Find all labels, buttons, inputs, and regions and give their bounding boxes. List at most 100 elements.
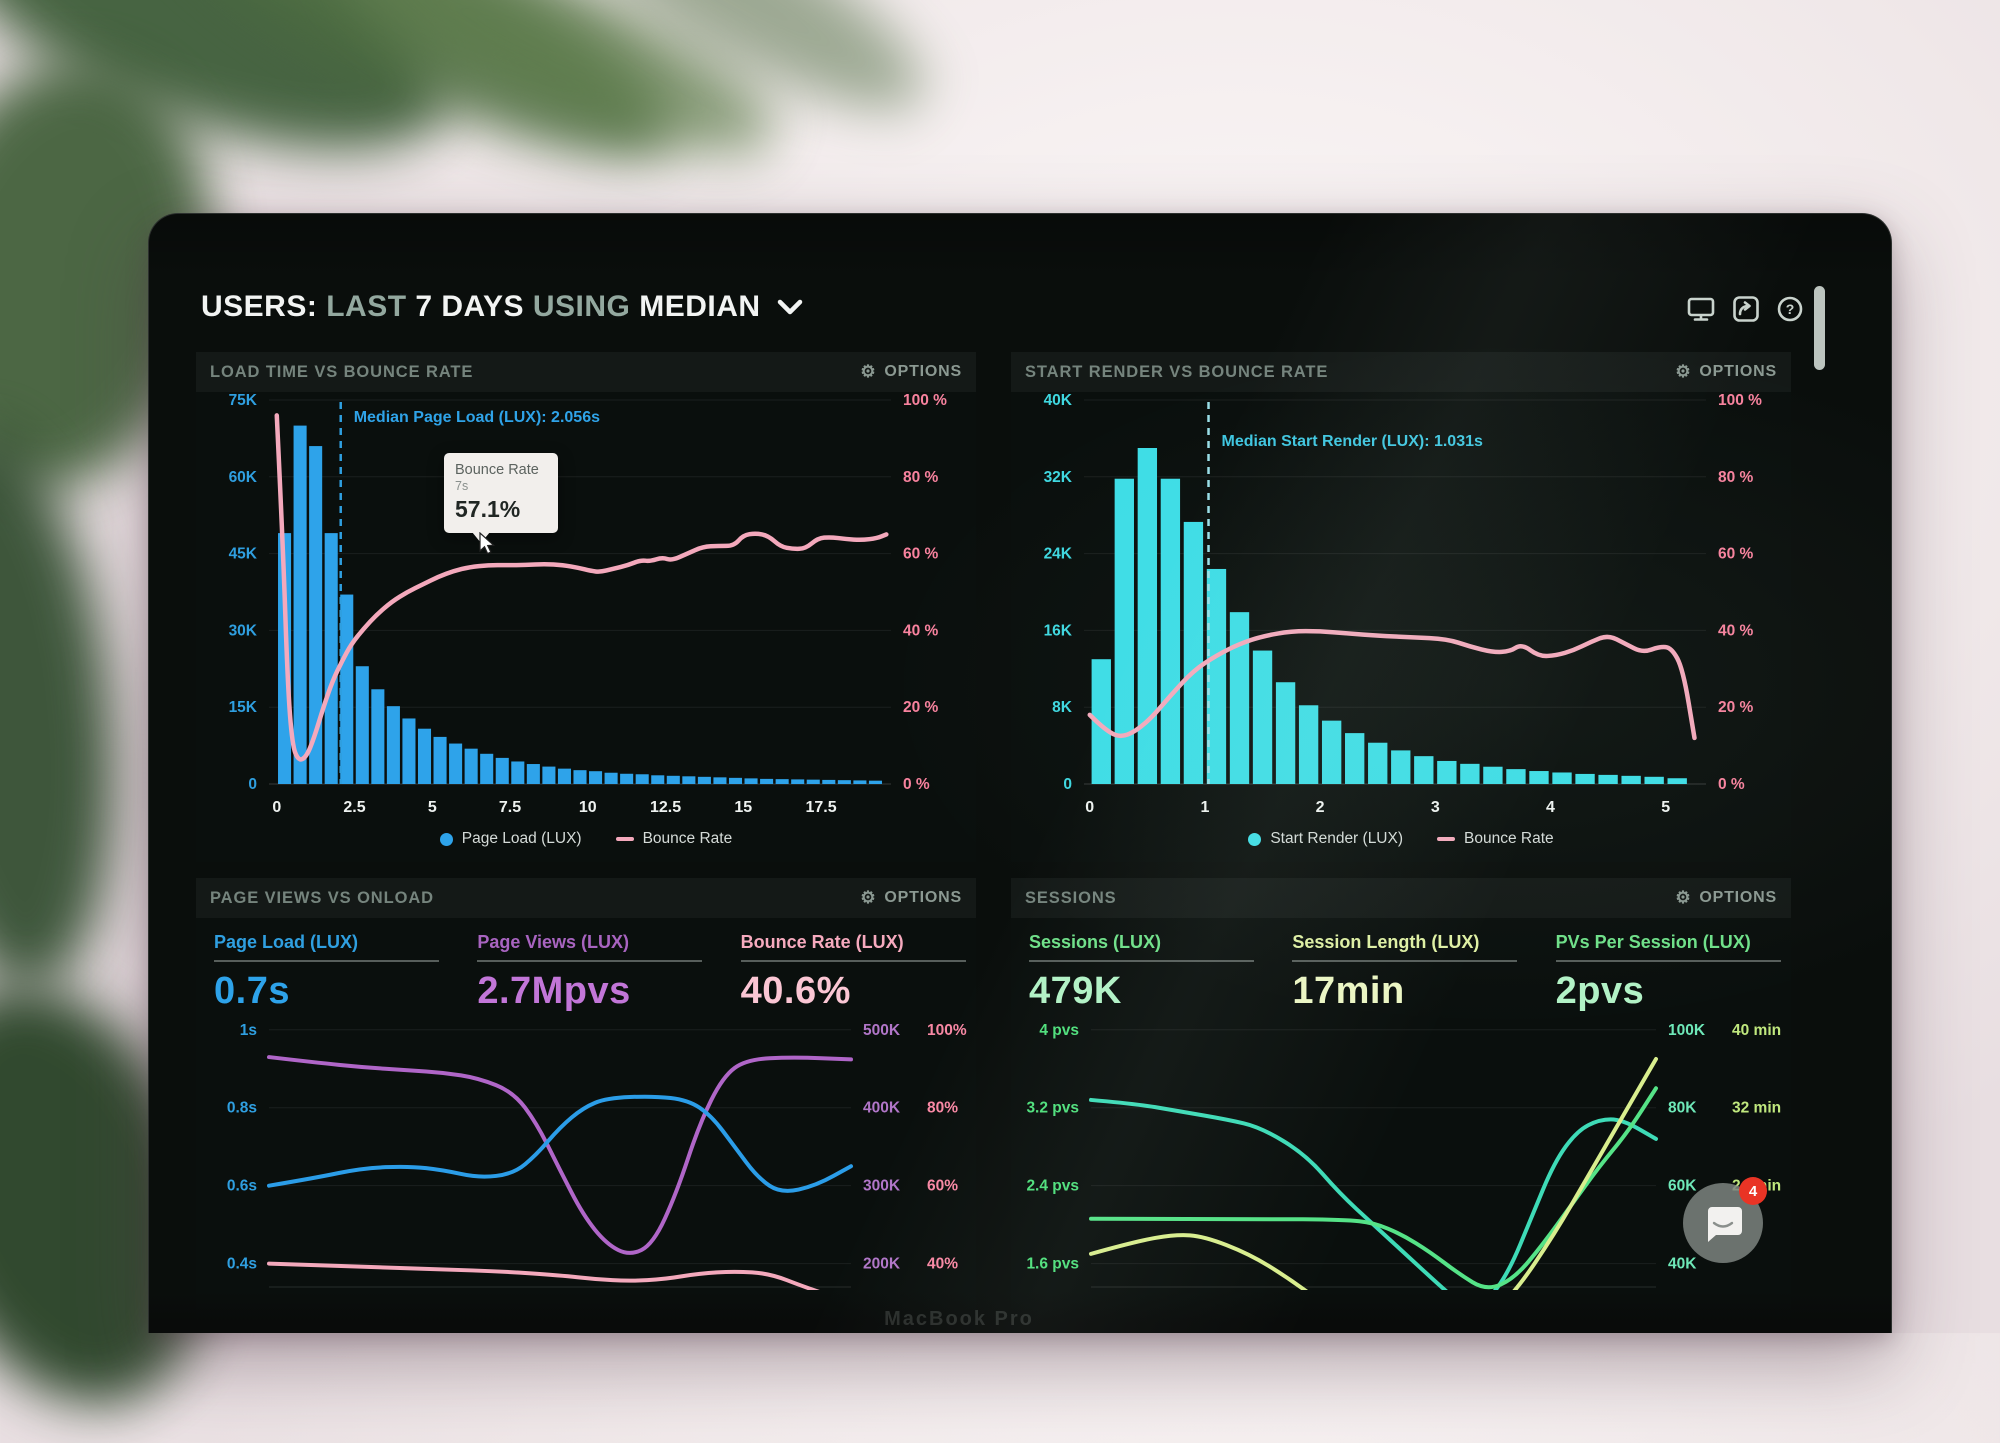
svg-text:0.6s: 0.6s xyxy=(227,1178,257,1195)
svg-text:75K: 75K xyxy=(229,392,258,409)
svg-text:24K: 24K xyxy=(1044,546,1073,563)
svg-text:400K: 400K xyxy=(863,1100,901,1117)
legend-dash xyxy=(615,837,634,841)
svg-text:40 %: 40 % xyxy=(903,622,939,639)
svg-text:300K: 300K xyxy=(863,1178,901,1195)
svg-text:60K: 60K xyxy=(1668,1178,1697,1195)
laptop-screen: USERS: LAST 7 DAYS USING MEDIAN ? xyxy=(148,213,1892,1333)
svg-text:100 %: 100 % xyxy=(903,392,947,409)
svg-text:0.8s: 0.8s xyxy=(227,1100,257,1117)
svg-text:12.5: 12.5 xyxy=(650,799,681,816)
svg-text:30K: 30K xyxy=(229,622,258,639)
metric-page-load: Page Load (LUX) 0.7s xyxy=(214,932,449,1018)
plant-leaf xyxy=(0,420,139,1000)
panel-title: START RENDER VS BOUNCE RATE xyxy=(1025,362,1329,381)
gear-icon: ⚙ xyxy=(1675,362,1692,381)
legend-dot xyxy=(1248,832,1262,846)
screen-bottom-edge xyxy=(149,1291,1891,1333)
svg-text:100%: 100% xyxy=(927,1022,967,1039)
svg-text:10: 10 xyxy=(579,799,597,816)
svg-text:60 %: 60 % xyxy=(903,546,939,563)
display-icon[interactable] xyxy=(1687,296,1715,322)
metric-pvs-per-session: PVs Per Session (LUX) 2pvs xyxy=(1555,932,1791,1018)
help-icon[interactable]: ? xyxy=(1777,296,1803,322)
svg-text:Median Page Load (LUX): 2.056s: Median Page Load (LUX): 2.056s xyxy=(354,409,600,426)
svg-text:17.5: 17.5 xyxy=(805,799,836,816)
svg-text:80K: 80K xyxy=(1668,1100,1697,1117)
svg-text:0 %: 0 % xyxy=(903,776,930,793)
svg-text:2.5: 2.5 xyxy=(343,799,365,816)
svg-text:3.2 pvs: 3.2 pvs xyxy=(1026,1100,1079,1117)
metric-page-views: Page Views (LUX) 2.7Mpvs xyxy=(477,932,712,1018)
chart-legend: Page Load (LUX) Bounce Rate xyxy=(196,820,976,858)
chart-tooltip: Bounce Rate 7s 57.1% xyxy=(444,453,558,543)
svg-text:60 %: 60 % xyxy=(1718,546,1754,563)
svg-text:0: 0 xyxy=(1063,776,1072,793)
svg-text:0 %: 0 % xyxy=(1718,776,1745,793)
svg-text:100 %: 100 % xyxy=(1718,392,1762,409)
svg-text:1.6 pvs: 1.6 pvs xyxy=(1026,1256,1079,1273)
svg-text:5: 5 xyxy=(428,799,437,816)
metric-sessions: Sessions (LUX) 479K xyxy=(1029,932,1264,1018)
svg-text:0: 0 xyxy=(272,799,281,816)
panel-title: LOAD TIME VS BOUNCE RATE xyxy=(210,362,474,381)
svg-text:60%: 60% xyxy=(927,1178,958,1195)
svg-text:40K: 40K xyxy=(1044,392,1073,409)
svg-text:20 %: 20 % xyxy=(903,699,939,716)
svg-text:3: 3 xyxy=(1431,799,1440,816)
svg-text:60K: 60K xyxy=(229,469,258,486)
panel-load-time-vs-bounce-rate: LOAD TIME VS BOUNCE RATE ⚙ OPTIONS Media… xyxy=(196,352,976,862)
svg-text:45K: 45K xyxy=(229,546,258,563)
svg-text:?: ? xyxy=(1786,301,1795,317)
svg-text:2: 2 xyxy=(1316,799,1325,816)
gear-icon: ⚙ xyxy=(1675,888,1692,907)
svg-text:80 %: 80 % xyxy=(1718,469,1754,486)
svg-text:100K: 100K xyxy=(1668,1022,1706,1039)
chat-launcher-button[interactable]: 4 xyxy=(1683,1177,1767,1263)
chat-unread-badge: 4 xyxy=(1739,1177,1767,1205)
svg-text:1s: 1s xyxy=(240,1022,257,1039)
panel-title: SESSIONS xyxy=(1025,888,1117,907)
options-button[interactable]: ⚙ OPTIONS xyxy=(1675,362,1777,381)
metric-bounce-rate: Bounce Rate (LUX) 40.6% xyxy=(740,932,976,1018)
macbook-logo-text: MacBook Pro xyxy=(884,1308,1034,1330)
scrollbar[interactable] xyxy=(1814,286,1825,370)
svg-text:40 min: 40 min xyxy=(1732,1022,1781,1039)
svg-text:32K: 32K xyxy=(1044,469,1073,486)
panel-sessions: SESSIONS ⚙ OPTIONS Sessions (LUX) 479K S… xyxy=(1011,878,1791,1333)
svg-text:20 %: 20 % xyxy=(1718,699,1754,716)
load-time-chart[interactable]: Median Page Load (LUX): 2.056s 75K 60K 45K 3… xyxy=(196,392,976,820)
sessions-chart[interactable]: 4 pvs 3.2 pvs 2.4 pvs 1.6 pvs 100K 80K 60K 40K 4… xyxy=(1011,1018,1791,1318)
svg-text:16K: 16K xyxy=(1044,622,1073,639)
svg-text:1: 1 xyxy=(1200,799,1209,816)
gear-icon: ⚙ xyxy=(860,362,877,381)
svg-text:40%: 40% xyxy=(927,1256,958,1273)
svg-text:80%: 80% xyxy=(927,1100,958,1117)
chevron-down-icon[interactable] xyxy=(777,299,803,315)
panel-title: PAGE VIEWS VS ONLOAD xyxy=(210,888,434,907)
share-icon[interactable] xyxy=(1733,296,1759,322)
metric-session-length: Session Length (LUX) 17min xyxy=(1292,932,1527,1018)
start-render-chart[interactable]: Median Start Render (LUX): 1.031s 40K 32K 2… xyxy=(1011,392,1791,820)
svg-text:7.5: 7.5 xyxy=(499,799,521,816)
dashboard-filter-dropdown[interactable]: USERS: LAST 7 DAYS USING MEDIAN xyxy=(201,290,803,324)
svg-text:Median Start Render (LUX): 1.0: Median Start Render (LUX): 1.031s xyxy=(1222,433,1484,450)
svg-text:4: 4 xyxy=(1546,799,1555,816)
svg-text:15K: 15K xyxy=(229,699,258,716)
svg-text:4 pvs: 4 pvs xyxy=(1039,1022,1079,1039)
options-button[interactable]: ⚙ OPTIONS xyxy=(860,362,962,381)
options-button[interactable]: ⚙ OPTIONS xyxy=(860,888,962,907)
svg-text:2.4 pvs: 2.4 pvs xyxy=(1026,1178,1079,1195)
svg-text:80 %: 80 % xyxy=(903,469,939,486)
svg-text:40 %: 40 % xyxy=(1718,622,1754,639)
chart-legend: Start Render (LUX) Bounce Rate xyxy=(1011,820,1791,858)
svg-text:0: 0 xyxy=(1085,799,1094,816)
page-title: USERS: LAST 7 DAYS USING MEDIAN xyxy=(201,290,761,323)
svg-text:0: 0 xyxy=(248,776,257,793)
svg-text:15: 15 xyxy=(734,799,752,816)
options-button[interactable]: ⚙ OPTIONS xyxy=(1675,888,1777,907)
svg-text:40K: 40K xyxy=(1668,1256,1697,1273)
page-views-chart[interactable]: 1s 0.8s 0.6s 0.4s 500K 400K 300K 200K 100% 80% 60%… xyxy=(196,1018,976,1318)
svg-text:0.4s: 0.4s xyxy=(227,1256,257,1273)
gear-icon: ⚙ xyxy=(860,888,877,907)
